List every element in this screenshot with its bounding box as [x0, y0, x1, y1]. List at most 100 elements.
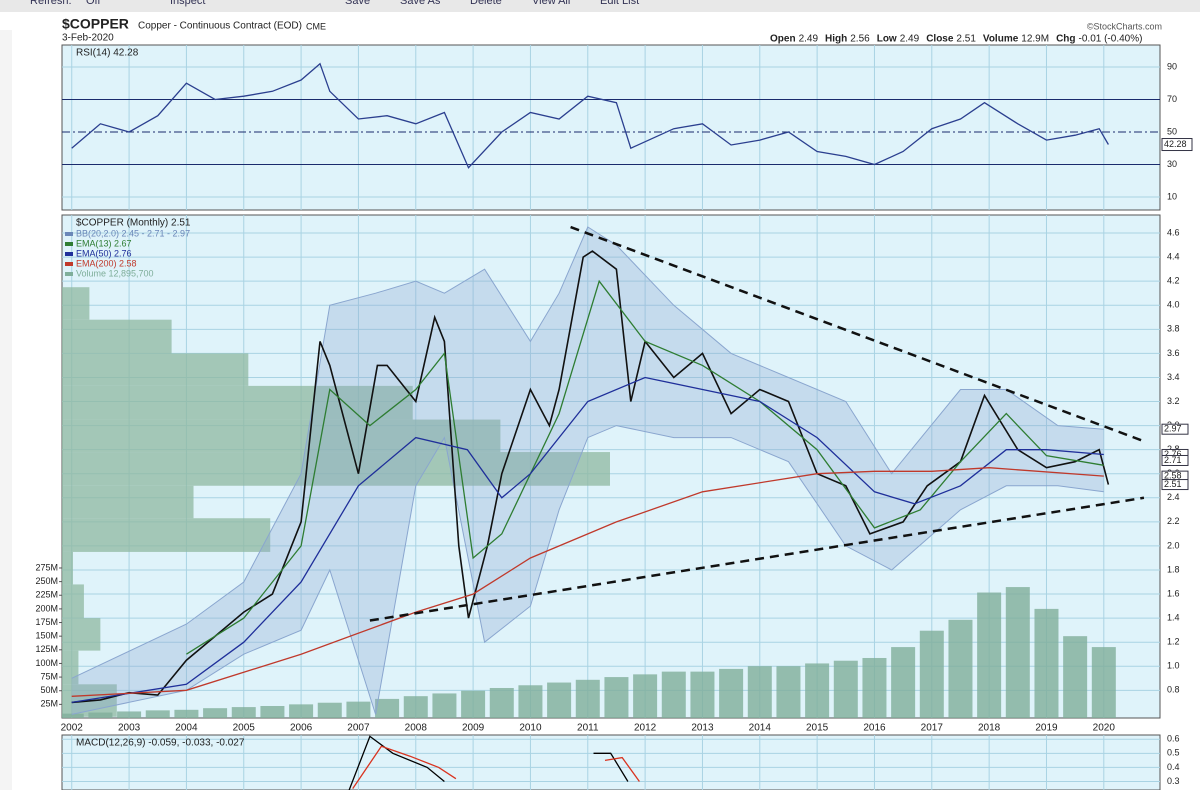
volume-by-price-bar	[62, 353, 249, 386]
quote-label: Open	[770, 34, 796, 45]
y-tick-label: 4.4	[1167, 251, 1180, 261]
volume-tick-label: 200M	[35, 603, 58, 613]
volume-bar	[862, 657, 887, 718]
volume-tick-label: 250M	[35, 576, 58, 586]
volume-tick-label: 125M	[35, 644, 58, 654]
volume-tick-label: 50M	[40, 685, 58, 695]
quote-value: 2.51	[956, 34, 976, 45]
price-tag	[1161, 479, 1189, 491]
volume-bar	[1034, 608, 1059, 718]
y-tick-label: 4.2	[1167, 276, 1180, 286]
exchange: CME	[306, 21, 326, 31]
volume-tick-label: 75M	[40, 671, 58, 681]
toolbar-item: Off	[86, 0, 101, 7]
panel-bg	[61, 44, 1161, 211]
volume-bar	[776, 666, 801, 718]
quote-label: Volume	[983, 34, 1019, 45]
toolbar-item: Delete	[470, 0, 502, 7]
volume-bar	[919, 630, 944, 718]
volume-by-price-bar	[62, 419, 501, 453]
x-tick-label: 2014	[749, 723, 772, 734]
toolbar	[0, 0, 1200, 12]
toolbar-item: Edit List	[600, 0, 639, 7]
x-tick-label: 2010	[519, 723, 542, 734]
plot-area	[62, 215, 1160, 718]
panel: 0.6 0.5 0.4 0.3 MACD(12,26,9) -0.059, -0.033…	[61, 734, 1180, 790]
y-tick-label: 1.8	[1167, 564, 1180, 574]
y-tick-label: 50	[1167, 126, 1177, 136]
legend-entry: BB(20,2.0) 2.45 - 2.71 - 2.97	[76, 228, 190, 238]
price-tag	[1161, 423, 1189, 435]
volume-tick-label: 175M	[35, 617, 58, 627]
x-tick-label: 2017	[921, 723, 944, 734]
quote: Open 2.49 High 2.56 Low 2.49 Close 2.51 Volume 12…	[770, 34, 1142, 45]
series-line	[352, 745, 640, 789]
quote-value: 2.49	[799, 34, 819, 45]
volume-tick-label: 225M	[35, 590, 58, 600]
volume-bar	[891, 647, 916, 718]
y-tick-label: 1.4	[1167, 612, 1180, 622]
volume-by-price-bar	[62, 551, 73, 585]
toolbar-item: Save	[345, 0, 370, 7]
volume-bar	[346, 701, 371, 718]
legend-swatch	[65, 272, 73, 276]
plot-area	[62, 45, 1160, 210]
y-tick-label: 0.6	[1167, 734, 1180, 744]
y-tick-label: 2.0	[1167, 540, 1180, 550]
panel-title: $COPPER (Monthly) 2.51	[76, 218, 191, 229]
volume-bar	[604, 677, 629, 718]
copyright: ©StockCharts.com	[1087, 21, 1162, 31]
volume-bar	[833, 660, 858, 718]
volume-bar	[805, 663, 830, 718]
price-tag	[1161, 454, 1189, 466]
volume-by-price-bar	[62, 485, 194, 519]
y-tick-label: 3.4	[1167, 372, 1180, 382]
y-tick-label: 0.3	[1167, 776, 1180, 786]
price-tag-label: 2.58	[1164, 471, 1182, 481]
panels: 90 70 50 30 10 42.28 RSI(14) 42.28 0.8 1.0 1.2 1.4…	[35, 44, 1193, 790]
series-line	[71, 376, 1104, 704]
volume-bar	[231, 707, 256, 718]
volume-tick-label: 150M	[35, 631, 58, 641]
volume-bar	[461, 690, 486, 718]
toolbar-item: View All	[532, 0, 570, 7]
symbol: $COPPER	[62, 16, 129, 32]
volume-bar	[145, 710, 170, 718]
y-tick-label: 3.6	[1167, 348, 1180, 358]
x-tick-label: 2006	[290, 723, 313, 734]
x-tick-label: 2018	[978, 723, 1001, 734]
volume-bar	[690, 671, 715, 718]
quote-label: Chg	[1056, 34, 1075, 45]
x-tick-label: 2007	[347, 723, 370, 734]
trendline	[570, 225, 1145, 443]
panel: 90 70 50 30 10 42.28 RSI(14) 42.28	[61, 44, 1193, 211]
y-tick-label: 70	[1167, 94, 1177, 104]
toolbar-item: Inspect	[170, 0, 205, 7]
volume-bar	[948, 619, 973, 718]
volume-bar	[1005, 587, 1030, 718]
plot-area	[62, 735, 1160, 790]
volume-bar	[633, 674, 658, 718]
x-tick-label: 2016	[863, 723, 886, 734]
y-tick-label: 1.6	[1167, 588, 1180, 598]
legend-swatch	[65, 252, 73, 256]
quote-value: 2.56	[850, 34, 870, 45]
volume-bar	[117, 711, 142, 718]
volume-bar	[547, 682, 572, 718]
volume-by-price-bar	[62, 584, 84, 619]
volume-by-price-bar	[62, 287, 90, 320]
volume-bar	[489, 687, 514, 718]
y-tick-label: 10	[1167, 191, 1177, 201]
rsi-tag-label: 42.28	[1164, 139, 1187, 149]
x-tick-label: 2005	[233, 723, 256, 734]
quote-value: 12.9M	[1021, 34, 1049, 45]
x-tick-label: 2019	[1035, 723, 1058, 734]
price-tag-label: 2.97	[1164, 424, 1182, 434]
toolbar-items: Refresh: Off Inspect Save Save As Delete View …	[30, 0, 639, 7]
x-tick-label: 2004	[175, 723, 198, 734]
legend-entry: EMA(50) 2.76	[76, 248, 132, 258]
bollinger-fill	[71, 227, 1104, 715]
y-tick-label: 0.5	[1167, 748, 1180, 758]
